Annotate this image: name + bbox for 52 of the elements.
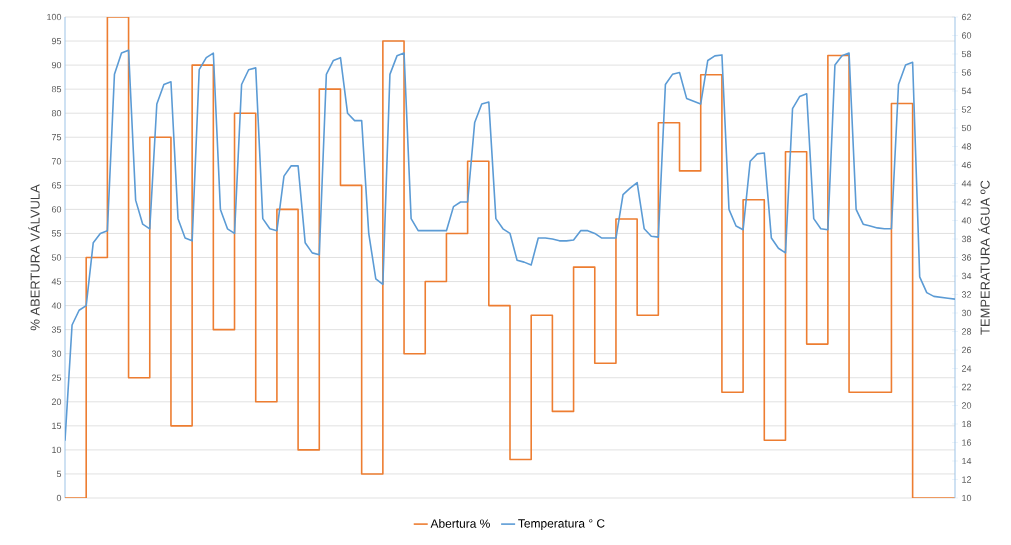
- y-tick-label: 95: [51, 37, 62, 45]
- y-tick-label: 45: [51, 278, 62, 285]
- y2-tick-label: 48: [961, 143, 972, 150]
- y-tick-label: 15: [52, 422, 62, 429]
- y2-axis-title: TEMPERATURA ÁGUA ºC: [978, 180, 990, 335]
- y2-tick-label: 40: [961, 217, 972, 224]
- y2-tick-label: 58: [961, 50, 972, 58]
- legend-label: Temperatura ° C: [518, 519, 605, 531]
- y2-tick-label: 50: [961, 124, 972, 132]
- y2-tick-label: 16: [962, 439, 972, 446]
- y-tick-label: 85: [51, 85, 62, 93]
- y-tick-label: 5: [56, 470, 62, 478]
- y-tick-label: 100: [47, 13, 62, 21]
- y-tick-label: 60: [51, 206, 62, 213]
- y-tick-label: 90: [51, 61, 62, 69]
- y2-tick-label: 42: [961, 198, 972, 206]
- y2-tick-label: 26: [961, 346, 972, 354]
- y2-tick-label: 28: [961, 328, 972, 335]
- y2-tick-label: 62: [961, 13, 972, 21]
- y-tick-label: 25: [51, 374, 62, 381]
- y-tick-label: 35: [51, 326, 62, 333]
- y2-tick-label: 34: [961, 272, 972, 280]
- y-axis-title: % ABERTURA VÁLVULA: [28, 184, 40, 331]
- y-tick-label: 20: [51, 398, 62, 405]
- y-tick-label: 30: [51, 350, 62, 357]
- y-tick-label: 75: [51, 134, 62, 141]
- y2-tick-label: 30: [961, 309, 972, 317]
- y-tick-label: 65: [51, 182, 62, 189]
- y2-tick-label: 32: [961, 291, 972, 298]
- y2-tick-label: 12: [962, 476, 972, 483]
- y2-tick-label: 24: [961, 365, 972, 372]
- legend-label: Abertura %: [430, 519, 490, 528]
- y2-tick-label: 14: [962, 457, 972, 465]
- y2-tick-label: 46: [961, 161, 972, 169]
- y2-tick-label: 18: [962, 420, 972, 428]
- y-tick-label: 40: [51, 302, 62, 309]
- y-tick-label: 80: [51, 110, 62, 117]
- y2-tick-label: 10: [962, 494, 972, 502]
- y-tick-label: 50: [51, 254, 62, 261]
- y2-tick-label: 38: [961, 235, 972, 243]
- y2-tick-label: 54: [961, 87, 972, 95]
- y2-tick-label: 56: [961, 69, 972, 76]
- y2-tick-label: 44: [961, 180, 972, 187]
- y2-tick-label: 60: [961, 32, 972, 39]
- y2-tick-label: 20: [961, 402, 972, 409]
- y2-tick-label: 22: [961, 383, 972, 391]
- y2-tick-label: 36: [961, 254, 972, 261]
- y-tick-label: 10: [52, 446, 62, 454]
- y-tick-label: 55: [51, 230, 62, 237]
- y-tick-label: 0: [56, 494, 62, 502]
- y-tick-label: 70: [51, 158, 62, 165]
- y2-tick-label: 52: [961, 106, 972, 113]
